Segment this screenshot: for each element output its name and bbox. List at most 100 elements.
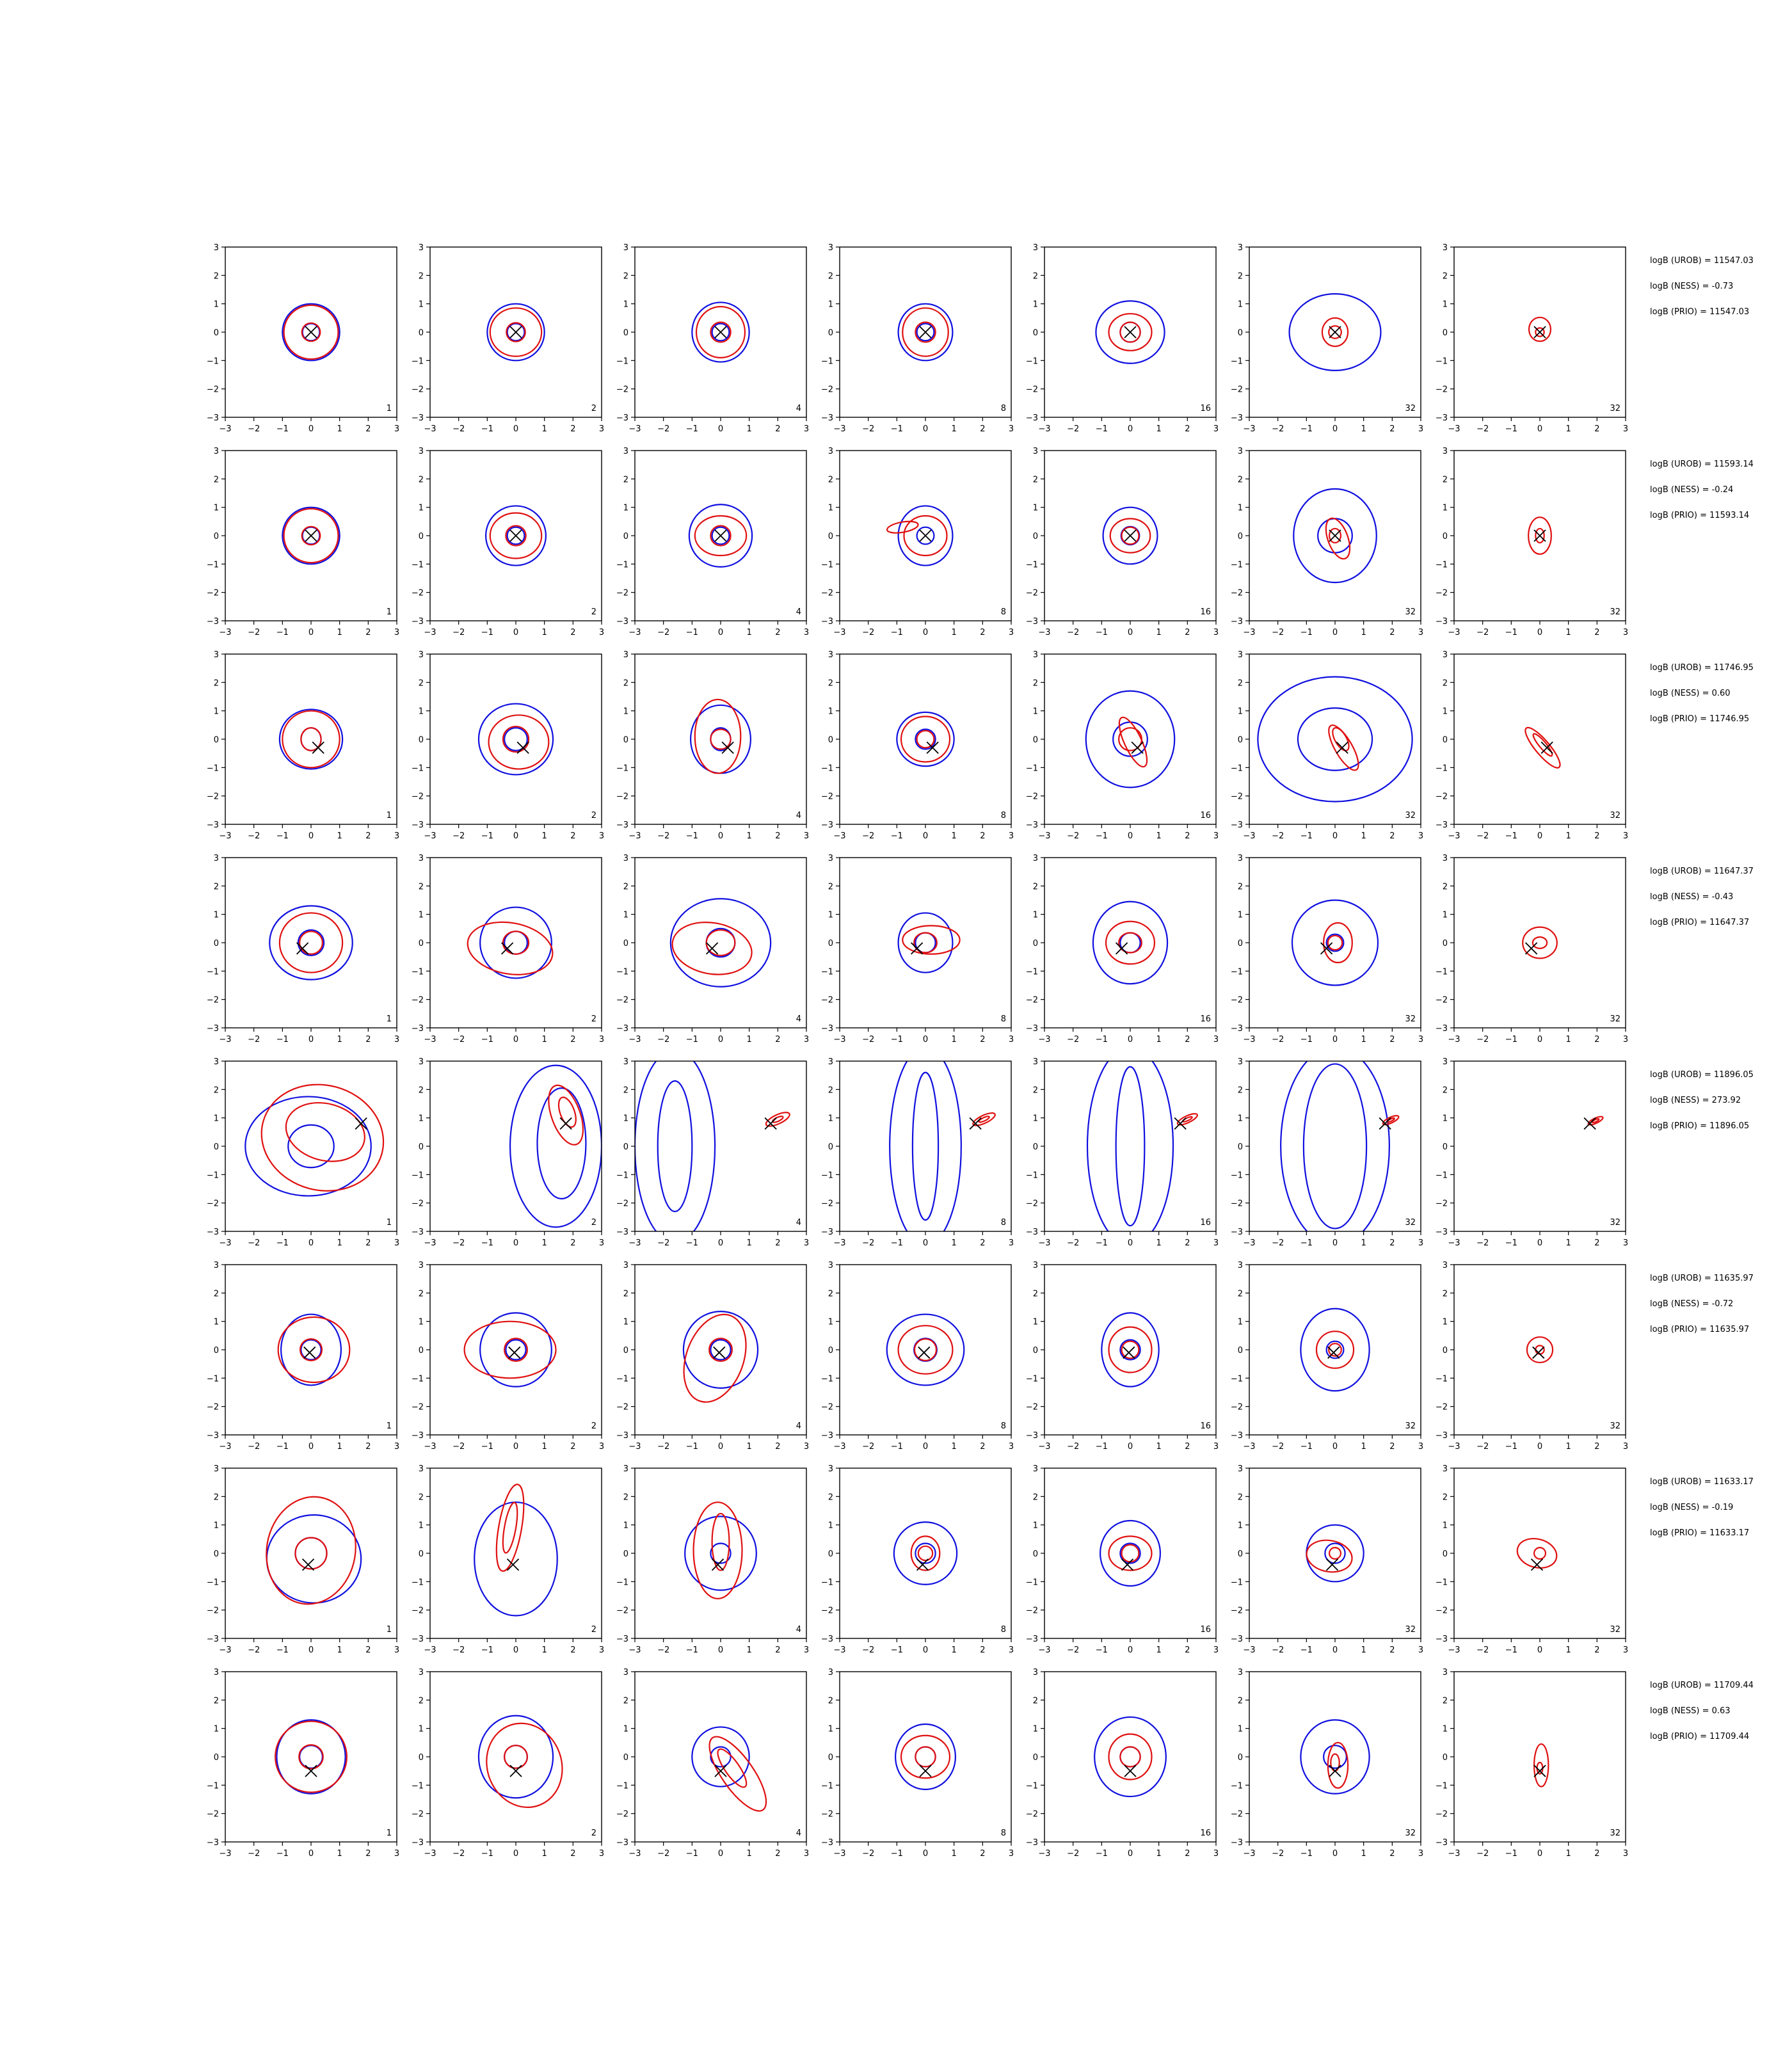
y-tick-label: 1: [623, 1318, 628, 1327]
logb-text: logB (NESS) = -0.73: [1650, 282, 1734, 291]
x-tick-label: 2: [1185, 1035, 1190, 1044]
x-tick-label: −3: [1243, 1238, 1255, 1248]
x-marker: [1533, 326, 1546, 339]
x-marker: [305, 1764, 317, 1777]
x-tick-label: −1: [276, 424, 289, 434]
y-tick-label: 2: [828, 1289, 833, 1299]
y-tick-label: 3: [419, 1057, 424, 1067]
y-tick-label: 0: [623, 939, 628, 948]
x-tick-label: 1: [542, 831, 547, 841]
x-tick-label: 0: [308, 1645, 314, 1655]
y-tick-label: 0: [828, 1142, 833, 1152]
y-tick-label: 2: [623, 882, 628, 892]
y-tick-label: 0: [1033, 1753, 1038, 1763]
y-tick-label: −1: [1436, 1374, 1448, 1384]
y-tick-label: 1: [623, 300, 628, 310]
x-marker: [500, 942, 514, 955]
x-tick-label: 3: [1418, 1849, 1423, 1859]
x-tick-label: −2: [452, 1238, 465, 1248]
y-tick-label: 3: [1033, 1668, 1038, 1677]
x-tick-label: 3: [1213, 424, 1219, 434]
blue-contour: [1324, 1542, 1346, 1564]
y-tick-label: −1: [412, 967, 424, 977]
red-contour: [299, 931, 323, 955]
y-tick-label: 1: [214, 1318, 219, 1327]
y-tick-label: −3: [821, 617, 833, 627]
y-tick-label: 1: [1033, 300, 1038, 310]
y-tick-label: 0: [1443, 939, 1448, 948]
x-tick-label: −3: [219, 1035, 231, 1044]
plot-area: [691, 1726, 767, 1812]
plot-area: [1528, 516, 1552, 555]
logb-text: logB (PRIO) = 11633.17: [1650, 1528, 1750, 1538]
subplot: −3−3 −2 −2 −1 −1 0 0 1 1 2 2 3 3 4: [616, 1261, 809, 1452]
x-tick-label: −1: [1300, 1442, 1313, 1452]
y-tick-label: 1: [1238, 707, 1243, 717]
x-tick-label: 1: [542, 1442, 547, 1452]
logb-text: logB (UROB) = 11896.05: [1650, 1070, 1754, 1080]
plot-area: [1516, 1538, 1558, 1571]
x-tick-label: −1: [891, 831, 903, 841]
x-tick-label: 3: [804, 1849, 809, 1859]
x-tick-label: −3: [1448, 831, 1460, 841]
y-tick-label: 3: [623, 1261, 628, 1270]
y-tick-label: 1: [828, 1521, 833, 1531]
x-tick-label: −1: [1300, 628, 1313, 637]
x-tick-label: −2: [1067, 1849, 1079, 1859]
y-tick-label: −2: [821, 996, 833, 1005]
x-marker: [506, 1558, 520, 1571]
y-tick-label: −3: [412, 413, 424, 423]
panel-label: 4: [796, 1218, 801, 1228]
x-tick-label: 0: [718, 831, 723, 841]
panel-label: 1: [387, 1014, 392, 1024]
x-tick-label: −3: [1038, 1035, 1050, 1044]
y-tick-label: −1: [821, 1578, 833, 1587]
y-tick-label: 0: [623, 532, 628, 541]
blue-contour: [1095, 300, 1165, 364]
y-tick-label: −2: [1436, 1810, 1448, 1820]
y-tick-label: 1: [419, 300, 424, 310]
plot-area: [275, 1719, 348, 1795]
y-tick-label: 0: [1238, 735, 1243, 745]
axes-frame: [839, 1264, 1012, 1436]
x-tick-label: −1: [1300, 1238, 1313, 1248]
x-tick-label: 2: [775, 424, 780, 434]
y-tick-label: 2: [623, 1696, 628, 1706]
x-tick-label: 0: [923, 424, 928, 434]
y-tick-label: −3: [207, 1635, 219, 1644]
axes-frame: [1044, 1468, 1217, 1639]
x-tick-label: 3: [1213, 1442, 1219, 1452]
red-contour: [294, 1537, 328, 1570]
y-tick-label: −1: [412, 1781, 424, 1791]
x-marker: [509, 529, 522, 542]
logb-text: logB (NESS) = -0.24: [1650, 485, 1734, 495]
plot-area: [509, 1064, 602, 1228]
x-tick-label: 0: [923, 831, 928, 841]
y-tick-label: −1: [821, 1781, 833, 1791]
red-contour: [1532, 733, 1553, 757]
x-marker: [355, 1117, 367, 1130]
x-tick-label: −1: [481, 1238, 493, 1248]
x-tick-label: −2: [1476, 1849, 1489, 1859]
x-marker: [312, 741, 324, 754]
y-tick-label: 1: [214, 1725, 219, 1734]
y-tick-label: 2: [828, 1696, 833, 1706]
blue-contour: [300, 1339, 322, 1361]
y-tick-label: −2: [1231, 1810, 1243, 1820]
y-tick-label: 1: [1443, 504, 1448, 513]
y-tick-label: 3: [1033, 447, 1038, 456]
axes-frame: [634, 1264, 807, 1436]
y-tick-label: 2: [214, 1492, 219, 1502]
blue-contour: [282, 303, 340, 362]
x-tick-label: −3: [424, 1849, 436, 1859]
x-tick-label: −1: [481, 424, 493, 434]
subplot: −3−3 −2 −2 −1 −1 0 0 1 1 2 2 3 3 2: [412, 1261, 604, 1452]
x-tick-label: −1: [1505, 628, 1517, 637]
plot-area: [1086, 1061, 1198, 1231]
y-tick-label: 1: [419, 504, 424, 513]
x-tick-label: 0: [308, 1849, 314, 1859]
logb-text: logB (NESS) = 0.63: [1650, 1706, 1731, 1716]
y-tick-label: −3: [207, 413, 219, 423]
x-tick-label: 1: [952, 1238, 957, 1248]
